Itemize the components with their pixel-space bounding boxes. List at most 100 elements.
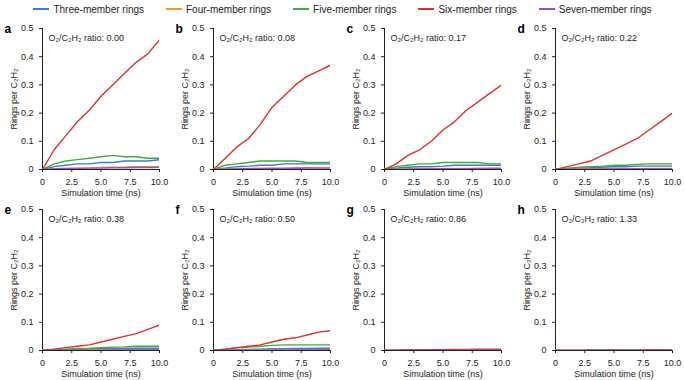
svg-text:Rings per C₂H₂: Rings per C₂H₂	[180, 68, 190, 130]
svg-text:0.2: 0.2	[534, 289, 547, 299]
svg-text:0.1: 0.1	[363, 317, 376, 327]
svg-text:0.3: 0.3	[192, 261, 205, 271]
svg-text:O₂/C₂H₂ ratio: 0.86: O₂/C₂H₂ ratio: 0.86	[391, 214, 467, 224]
svg-text:0.4: 0.4	[534, 52, 547, 62]
svg-text:7.5: 7.5	[637, 358, 650, 368]
svg-text:10.0: 10.0	[493, 177, 511, 187]
svg-text:0.5: 0.5	[21, 23, 34, 33]
svg-text:2.5: 2.5	[407, 177, 420, 187]
svg-text:Rings per C₂H₂: Rings per C₂H₂	[522, 68, 532, 130]
svg-text:O₂/C₂H₂ ratio: 0.38: O₂/C₂H₂ ratio: 0.38	[49, 214, 125, 224]
svg-text:Rings per C₂H₂: Rings per C₂H₂	[9, 68, 19, 130]
svg-text:10.0: 10.0	[151, 177, 169, 187]
svg-text:0.4: 0.4	[363, 52, 376, 62]
svg-text:5.0: 5.0	[437, 358, 450, 368]
svg-text:d: d	[518, 22, 525, 36]
svg-text:0.4: 0.4	[363, 233, 376, 243]
svg-text:0.2: 0.2	[534, 108, 547, 118]
svg-text:Simulation time (ns): Simulation time (ns)	[574, 369, 654, 379]
svg-text:0.3: 0.3	[534, 261, 547, 271]
svg-text:0.2: 0.2	[21, 108, 34, 118]
svg-text:5.0: 5.0	[95, 358, 108, 368]
svg-text:10.0: 10.0	[322, 358, 340, 368]
svg-text:10.0: 10.0	[151, 358, 169, 368]
svg-text:0.5: 0.5	[192, 23, 205, 33]
svg-text:7.5: 7.5	[295, 177, 308, 187]
svg-text:5.0: 5.0	[95, 177, 108, 187]
svg-text:0: 0	[541, 164, 546, 174]
svg-text:0.5: 0.5	[192, 204, 205, 214]
svg-text:Simulation time (ns): Simulation time (ns)	[232, 188, 312, 198]
svg-text:0: 0	[211, 177, 216, 187]
svg-text:2.5: 2.5	[65, 358, 78, 368]
svg-text:0.2: 0.2	[192, 289, 205, 299]
svg-text:0.3: 0.3	[21, 261, 34, 271]
svg-text:5.0: 5.0	[608, 358, 621, 368]
svg-text:7.5: 7.5	[637, 177, 650, 187]
svg-text:7.5: 7.5	[124, 358, 137, 368]
svg-text:0.2: 0.2	[363, 108, 376, 118]
svg-text:0.4: 0.4	[192, 52, 205, 62]
svg-text:c: c	[347, 22, 354, 36]
svg-text:g: g	[347, 203, 354, 217]
svg-text:Rings per C₂H₂: Rings per C₂H₂	[9, 249, 19, 311]
svg-text:5.0: 5.0	[608, 177, 621, 187]
svg-text:Simulation time (ns): Simulation time (ns)	[574, 188, 654, 198]
svg-text:5.0: 5.0	[266, 177, 279, 187]
svg-text:0.2: 0.2	[192, 108, 205, 118]
svg-text:Simulation time (ns): Simulation time (ns)	[403, 188, 483, 198]
svg-text:10.0: 10.0	[664, 358, 682, 368]
svg-text:0: 0	[199, 164, 204, 174]
svg-text:0: 0	[28, 345, 33, 355]
svg-text:f: f	[176, 203, 181, 217]
svg-text:Rings per C₂H₂: Rings per C₂H₂	[351, 249, 361, 311]
svg-text:0.1: 0.1	[21, 317, 34, 327]
svg-text:0.4: 0.4	[21, 233, 34, 243]
svg-text:0: 0	[199, 345, 204, 355]
svg-text:2.5: 2.5	[578, 177, 591, 187]
svg-text:2.5: 2.5	[578, 358, 591, 368]
svg-text:0.3: 0.3	[192, 80, 205, 90]
svg-text:O₂/C₂H₂ ratio: 0.17: O₂/C₂H₂ ratio: 0.17	[391, 33, 467, 43]
svg-text:0: 0	[382, 177, 387, 187]
svg-text:0.5: 0.5	[21, 204, 34, 214]
svg-text:5.0: 5.0	[437, 177, 450, 187]
svg-text:0.1: 0.1	[192, 136, 205, 146]
svg-text:0.5: 0.5	[363, 23, 376, 33]
svg-text:7.5: 7.5	[466, 177, 479, 187]
svg-text:e: e	[5, 203, 12, 217]
svg-text:0.5: 0.5	[534, 204, 547, 214]
svg-text:0: 0	[541, 345, 546, 355]
svg-text:7.5: 7.5	[466, 358, 479, 368]
svg-text:Simulation time (ns): Simulation time (ns)	[61, 369, 141, 379]
svg-text:0: 0	[40, 358, 45, 368]
svg-text:0.5: 0.5	[363, 204, 376, 214]
svg-text:0.5: 0.5	[534, 23, 547, 33]
svg-text:7.5: 7.5	[124, 177, 137, 187]
svg-text:0: 0	[382, 358, 387, 368]
svg-text:0: 0	[553, 358, 558, 368]
svg-text:Rings per C₂H₂: Rings per C₂H₂	[351, 68, 361, 130]
svg-text:0.3: 0.3	[363, 261, 376, 271]
svg-text:0: 0	[40, 177, 45, 187]
svg-text:O₂/C₂H₂ ratio: 1.33: O₂/C₂H₂ ratio: 1.33	[562, 214, 638, 224]
svg-text:0: 0	[211, 358, 216, 368]
svg-text:0.1: 0.1	[534, 136, 547, 146]
svg-text:O₂/C₂H₂ ratio: 0.50: O₂/C₂H₂ ratio: 0.50	[220, 214, 296, 224]
svg-text:Rings per C₂H₂: Rings per C₂H₂	[522, 249, 532, 311]
svg-text:2.5: 2.5	[65, 177, 78, 187]
svg-text:0.1: 0.1	[192, 317, 205, 327]
svg-text:b: b	[176, 22, 183, 36]
svg-text:Simulation time (ns): Simulation time (ns)	[61, 188, 141, 198]
svg-text:0.4: 0.4	[192, 233, 205, 243]
svg-text:0: 0	[370, 345, 375, 355]
svg-text:0: 0	[370, 164, 375, 174]
svg-text:0.1: 0.1	[21, 136, 34, 146]
svg-text:O₂/C₂H₂ ratio: 0.00: O₂/C₂H₂ ratio: 0.00	[49, 33, 125, 43]
svg-text:0.3: 0.3	[534, 80, 547, 90]
svg-text:0.3: 0.3	[21, 80, 34, 90]
svg-text:0: 0	[553, 177, 558, 187]
svg-text:10.0: 10.0	[322, 177, 340, 187]
svg-text:10.0: 10.0	[493, 358, 511, 368]
svg-text:2.5: 2.5	[236, 177, 249, 187]
